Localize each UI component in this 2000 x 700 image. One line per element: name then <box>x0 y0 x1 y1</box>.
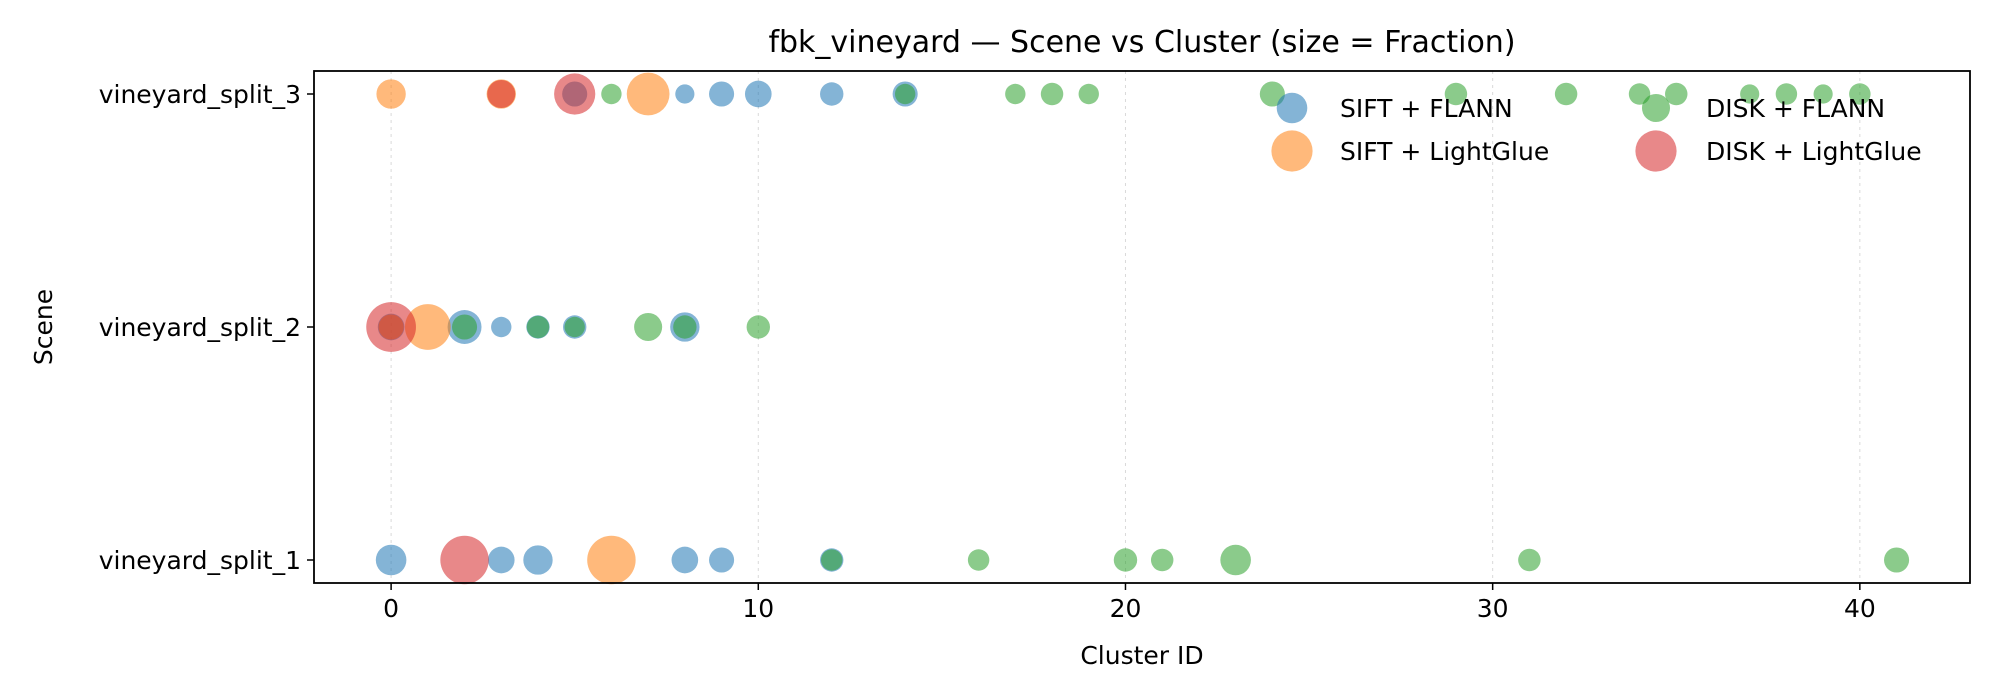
y-tick-label-vineyard_split_3: vineyard_split_3 <box>99 80 301 109</box>
bubble-disk-flann-vineyard_split_3-40 <box>1849 83 1871 105</box>
bubble-sift-lightglue-vineyard_split_2-1 <box>404 304 451 350</box>
bubble-disk-flann-vineyard_split_3-32 <box>1554 82 1578 106</box>
legend-label-sift-flann: SIFT + FLANN <box>1340 94 1513 123</box>
legend-marker-sift-lightglue <box>1271 130 1313 172</box>
x-tick-label-0: 0 <box>383 594 399 623</box>
bubble-sift-flann-vineyard_split_1-8 <box>671 546 699 574</box>
bubble-disk-lightglue-vineyard_split_3-3 <box>487 79 516 109</box>
bubble-sift-flann-vineyard_split_1-3 <box>487 546 515 574</box>
y-tick-label-vineyard_split_2: vineyard_split_2 <box>99 313 301 342</box>
legend-label-disk-lightglue: DISK + LightGlue <box>1706 137 1922 166</box>
legend-label-sift-lightglue: SIFT + LightGlue <box>1340 137 1549 166</box>
bubble-disk-flann-vineyard_split_1-21 <box>1150 548 1174 572</box>
series-disk-flann <box>451 81 1910 576</box>
bubble-disk-flann-vineyard_split_3-34 <box>1628 83 1651 105</box>
bubble-disk-flann-vineyard_split_1-31 <box>1518 548 1541 572</box>
bubble-disk-flann-vineyard_split_1-23 <box>1220 544 1251 576</box>
bubble-disk-flann-vineyard_split_3-14 <box>894 83 916 105</box>
bubble-disk-flann-vineyard_split_2-10 <box>746 315 770 339</box>
bubble-disk-flann-vineyard_split_1-20 <box>1113 548 1138 572</box>
legend-label-disk-flann: DISK + FLANN <box>1706 94 1885 123</box>
bubble-disk-lightglue-vineyard_split_3-5 <box>554 73 596 115</box>
bubble-disk-flann-vineyard_split_3-37 <box>1740 84 1760 104</box>
x-tick-label-20: 20 <box>1110 594 1142 623</box>
ticks-layer: 0 10 20 30 40 vineyard_split_1 vineyard_split_… <box>99 80 1876 623</box>
bubble-disk-flann-vineyard_split_3-18 <box>1040 82 1064 106</box>
bubble-disk-flann-vineyard_split_3-24 <box>1259 81 1285 107</box>
y-axis-label: Scene <box>29 289 58 365</box>
bubble-disk-flann-vineyard_split_2-5 <box>564 316 585 338</box>
bubble-disk-lightglue-vineyard_split_1-2 <box>440 535 489 585</box>
bubble-disk-flann-vineyard_split_2-4 <box>526 315 550 339</box>
bubble-sift-flann-vineyard_split_2-3 <box>491 316 512 338</box>
bubble-sift-lightglue-vineyard_split_3-0 <box>376 79 406 109</box>
chart-title: fbk_vineyard — Scene vs Cluster (size = … <box>768 25 1515 60</box>
bubble-disk-flann-vineyard_split_3-6 <box>601 83 622 105</box>
y-tick-label-vineyard_split_1: vineyard_split_1 <box>99 546 301 575</box>
bubble-sift-flann-vineyard_split_3-8 <box>675 84 695 104</box>
bubble-disk-flann-vineyard_split_3-39 <box>1813 84 1833 104</box>
points-layer <box>366 72 1910 585</box>
bubble-disk-flann-vineyard_split_2-8 <box>673 315 697 339</box>
bubble-sift-flann-vineyard_split_1-0 <box>375 544 407 576</box>
x-tick-label-30: 30 <box>1477 594 1509 623</box>
bubble-disk-flann-vineyard_split_2-2 <box>451 314 478 340</box>
bubble-disk-flann-vineyard_split_2-7 <box>634 312 663 342</box>
legend-marker-disk-flann <box>1641 93 1671 123</box>
bubble-sift-flann-vineyard_split_3-9 <box>709 81 735 107</box>
x-axis-label: Cluster ID <box>1080 641 1203 670</box>
x-tick-label-40: 40 <box>1844 594 1876 623</box>
bubble-disk-flann-vineyard_split_1-41 <box>1884 547 1910 573</box>
bubble-sift-flann-vineyard_split_1-4 <box>523 545 553 575</box>
bubble-disk-flann-vineyard_split_1-12 <box>820 549 843 571</box>
legend-marker-sift-flann <box>1276 92 1308 124</box>
x-tick-label-10: 10 <box>742 594 774 623</box>
bubble-disk-flann-vineyard_split_3-17 <box>1005 83 1026 105</box>
legend-marker-disk-lightglue <box>1635 130 1677 172</box>
bubble-sift-flann-vineyard_split_3-10 <box>744 80 772 108</box>
bubble-disk-lightglue-vineyard_split_2-0 <box>366 302 416 352</box>
bubble-disk-flann-vineyard_split_3-35 <box>1665 82 1688 106</box>
bubble-sift-flann-vineyard_split_3-12 <box>820 82 844 106</box>
bubble-disk-flann-vineyard_split_1-16 <box>967 549 990 571</box>
bubble-disk-flann-vineyard_split_3-38 <box>1775 83 1798 105</box>
legend: SIFT + FLANN SIFT + LightGlue DISK + FLANN… <box>1271 92 1922 172</box>
bubble-disk-flann-vineyard_split_3-19 <box>1078 83 1099 105</box>
grid-layer <box>390 71 1861 583</box>
bubble-sift-lightglue-vineyard_split_3-7 <box>626 72 670 116</box>
series-disk-lightglue <box>366 73 596 585</box>
bubble-disk-flann-vineyard_split_3-29 <box>1444 82 1468 106</box>
bubble-sift-flann-vineyard_split_1-9 <box>709 547 735 573</box>
bubble-sift-lightglue-vineyard_split_1-6 <box>587 535 636 585</box>
